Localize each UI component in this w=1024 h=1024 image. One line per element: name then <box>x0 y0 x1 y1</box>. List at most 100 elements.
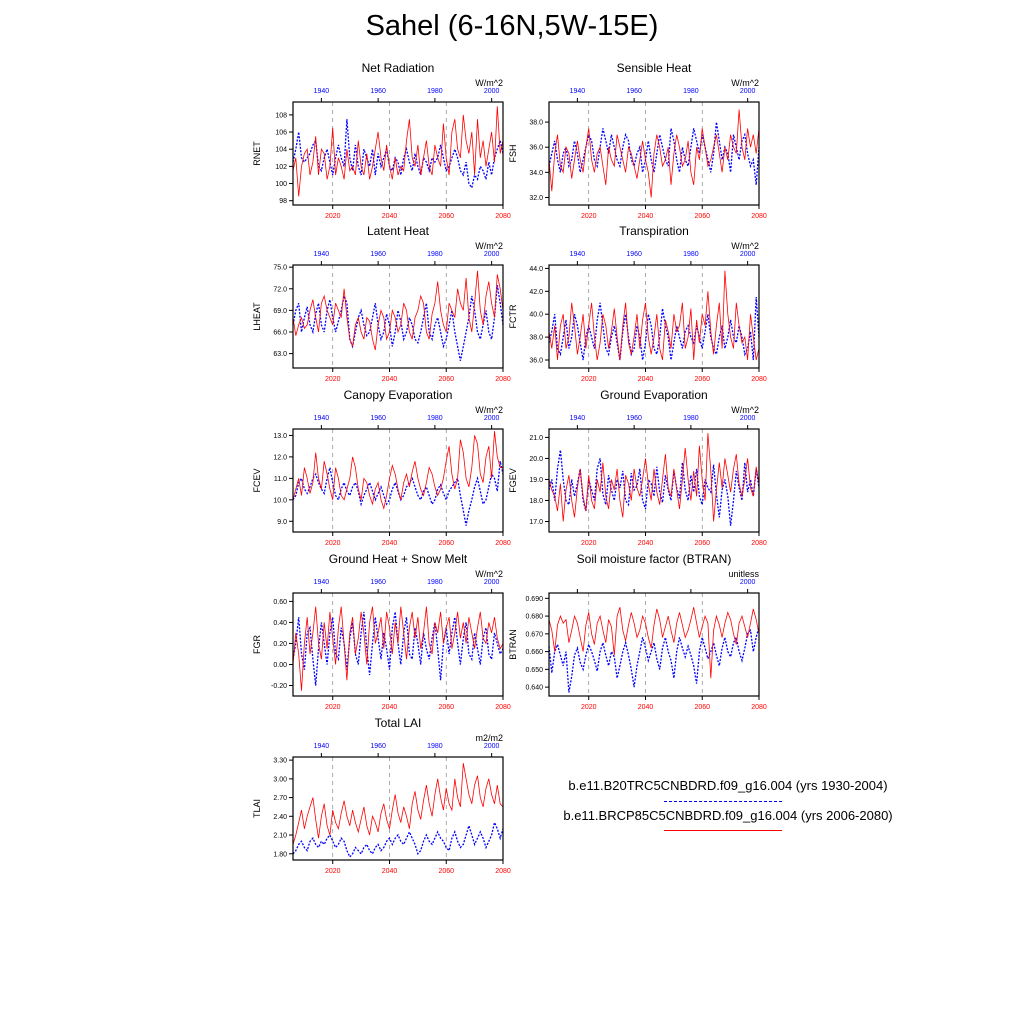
panel-title: Sensible Heat <box>617 61 692 75</box>
bottom-tick-label: 2020 <box>325 213 341 220</box>
bottom-tick-label: 2040 <box>382 868 398 875</box>
panel-units: W/m^2 <box>475 78 503 88</box>
plot-frame <box>292 264 504 369</box>
bottom-tick-label: 2060 <box>438 868 454 875</box>
y-tick-label: 108 <box>275 112 287 119</box>
y-tick-label: 0.640 <box>525 685 543 692</box>
y-tick-label: 106 <box>275 130 287 137</box>
series-line-historical <box>292 820 504 859</box>
bottom-tick-label: 2020 <box>325 868 341 875</box>
plot-frame <box>548 428 760 533</box>
top-tick-label: 1960 <box>370 251 386 258</box>
y-axis-label: TLAI <box>252 799 262 818</box>
series-line-future <box>292 606 504 691</box>
series-line-future <box>548 109 760 198</box>
y-tick-label: 10.0 <box>273 497 287 504</box>
bottom-tick-label: 2080 <box>495 376 511 383</box>
bottom-tick-label: 2080 <box>495 213 511 220</box>
y-tick-label: 102 <box>275 164 287 171</box>
series-line-future <box>292 763 504 845</box>
top-tick-label: 1940 <box>314 743 330 750</box>
legend-label-historical: b.e11.B20TRC5CNBDRD.f09_g16.004 (yrs 193… <box>568 778 888 793</box>
bottom-tick-label: 2020 <box>325 540 341 547</box>
panel-title: Ground Heat + Snow Melt <box>329 552 468 566</box>
panel-title: Net Radiation <box>362 61 435 75</box>
plot-frame <box>548 592 760 697</box>
y-tick-label: 98 <box>279 198 287 205</box>
top-tick-label: 1960 <box>626 415 642 422</box>
bottom-tick-label: 2060 <box>438 540 454 547</box>
panel-units: W/m^2 <box>731 241 759 251</box>
top-tick-label: 1980 <box>427 415 443 422</box>
bottom-tick-label: 2040 <box>638 704 654 711</box>
top-tick-label: 1940 <box>570 415 586 422</box>
y-axis-label: RNET <box>252 141 262 166</box>
y-tick-label: 40.0 <box>529 312 543 319</box>
y-tick-label: 75.0 <box>273 265 287 272</box>
figure-title: Sahel (6-16N,5W-15E) <box>365 10 659 42</box>
panel-title: Canopy Evaporation <box>344 388 453 402</box>
y-tick-label: 1.80 <box>273 851 287 858</box>
bottom-tick-label: 2040 <box>382 704 398 711</box>
plot-frame <box>548 264 760 369</box>
bottom-tick-label: 2080 <box>751 213 767 220</box>
series-line-historical <box>292 461 504 526</box>
y-tick-label: 0.40 <box>273 620 287 627</box>
panel-title: Total LAI <box>375 716 422 730</box>
y-axis-label: FGR <box>252 635 262 654</box>
bottom-tick-label: 2040 <box>638 540 654 547</box>
series-line-future <box>292 270 504 351</box>
top-tick-label: 2000 <box>484 88 500 95</box>
y-tick-label: 0.690 <box>525 596 543 603</box>
y-tick-label: 9.0 <box>277 519 287 526</box>
bottom-tick-label: 2060 <box>438 376 454 383</box>
bottom-tick-label: 2080 <box>751 540 767 547</box>
top-tick-label: 1960 <box>370 743 386 750</box>
series-line-historical <box>548 626 760 693</box>
series-line-future <box>292 431 503 510</box>
top-tick-label: 1980 <box>683 88 699 95</box>
legend-swatch-future <box>664 830 782 831</box>
y-tick-label: 17.0 <box>529 519 543 526</box>
bottom-tick-label: 2020 <box>325 704 341 711</box>
legend-swatch-historical <box>664 801 782 802</box>
y-axis-label: FSH <box>508 145 518 163</box>
top-tick-label: 2000 <box>484 743 500 750</box>
plot-frame <box>292 428 504 533</box>
top-tick-label: 1960 <box>370 415 386 422</box>
y-axis-label: BTRAN <box>508 629 518 660</box>
panel-units: unitless <box>728 569 759 579</box>
series-line-historical <box>292 611 504 686</box>
series-line-future <box>548 270 760 361</box>
panel-title: Latent Heat <box>367 224 430 238</box>
y-tick-label: 0.680 <box>525 614 543 621</box>
y-axis-label: LHEAT <box>252 302 262 331</box>
top-tick-label: 1980 <box>427 88 443 95</box>
series-line-future <box>292 106 504 197</box>
panel-title: Transpiration <box>619 224 689 238</box>
panel-units: W/m^2 <box>475 241 503 251</box>
y-tick-label: 0.20 <box>273 641 287 648</box>
bottom-tick-label: 2040 <box>638 213 654 220</box>
y-tick-label: 18.0 <box>529 498 543 505</box>
top-tick-label: 1940 <box>314 415 330 422</box>
top-tick-label: 2000 <box>484 579 500 586</box>
top-tick-label: 1980 <box>427 743 443 750</box>
y-tick-label: 0.670 <box>525 631 543 638</box>
bottom-tick-label: 2020 <box>581 540 597 547</box>
y-tick-label: 36.0 <box>529 357 543 364</box>
y-tick-label: 66.0 <box>273 329 287 336</box>
bottom-tick-label: 2080 <box>495 704 511 711</box>
bottom-tick-label: 2060 <box>694 704 710 711</box>
series-line-historical <box>548 296 760 361</box>
y-tick-label: 2.10 <box>273 833 287 840</box>
y-axis-label: FCEV <box>252 468 262 492</box>
top-tick-label: 1980 <box>427 579 443 586</box>
top-tick-label: 2000 <box>740 415 756 422</box>
y-tick-label: 12.0 <box>273 454 287 461</box>
y-tick-label: 20.0 <box>529 456 543 463</box>
y-tick-label: 38.0 <box>529 120 543 127</box>
y-tick-label: 42.0 <box>529 289 543 296</box>
y-tick-label: 13.0 <box>273 433 287 440</box>
